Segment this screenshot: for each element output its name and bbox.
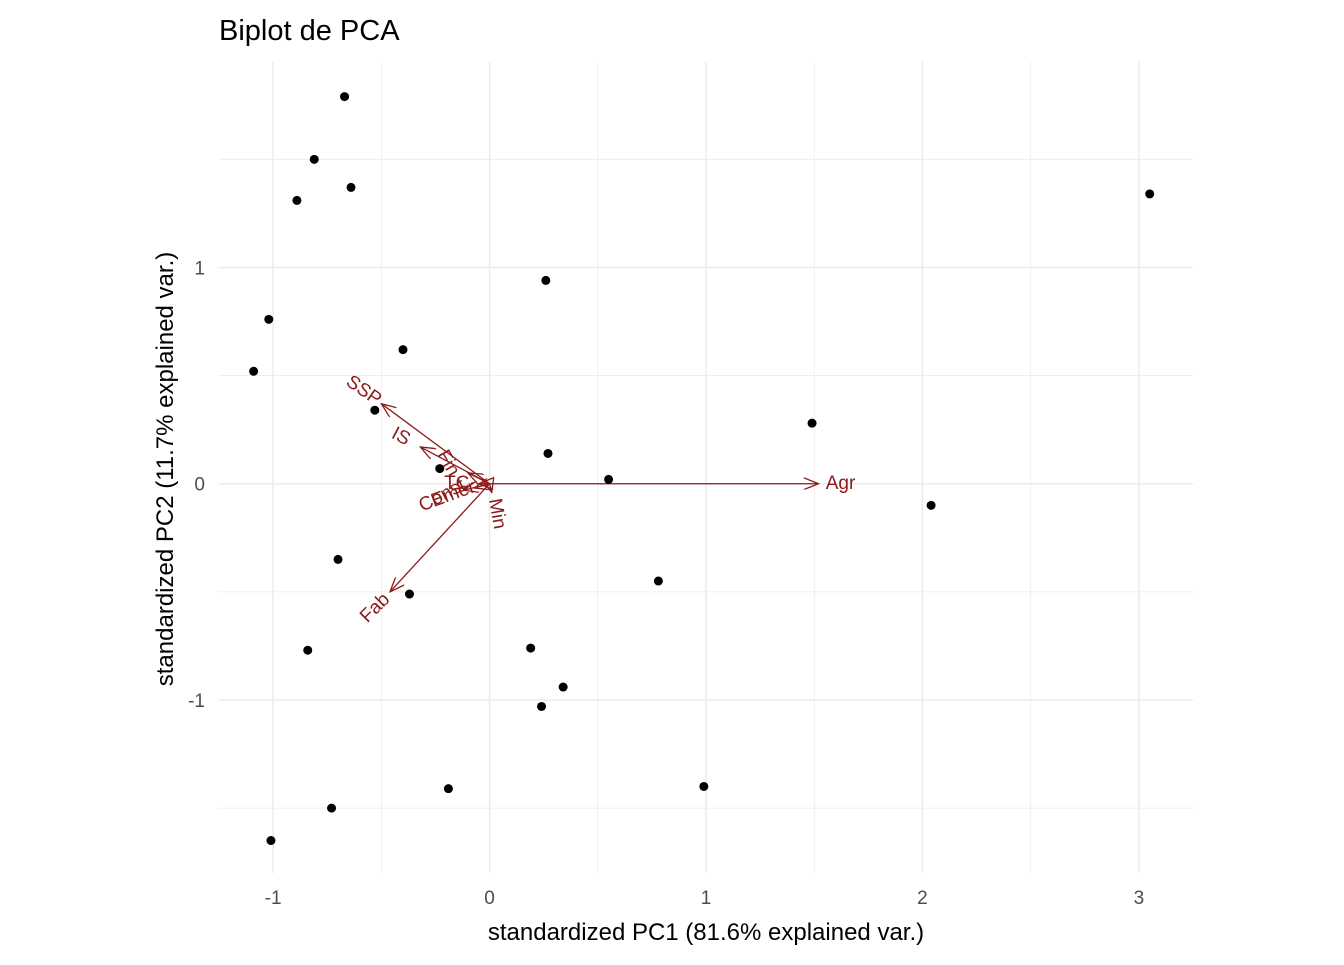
chart-title: Biplot de PCA — [219, 15, 400, 47]
data-point — [370, 405, 380, 415]
data-point — [292, 195, 302, 205]
data-point — [443, 784, 453, 794]
data-point — [537, 701, 547, 711]
loading-label: SSP — [342, 371, 385, 410]
data-point — [541, 275, 551, 285]
data-point — [1145, 189, 1155, 199]
x-tick-label: 1 — [701, 888, 712, 909]
data-point — [653, 576, 663, 586]
data-point — [264, 314, 274, 324]
data-point — [435, 464, 445, 474]
loading-arrow — [490, 484, 492, 493]
x-tick-label: 2 — [917, 888, 928, 909]
loading-label: Fab — [356, 589, 394, 627]
loading-label: IS — [388, 423, 414, 450]
data-point — [309, 154, 319, 164]
x-tick-label: -1 — [265, 888, 282, 909]
x-axis-title: standardized PC1 (81.6% explained var.) — [488, 919, 924, 946]
loading-label: Min — [484, 497, 510, 531]
axis-ticks: -1 0 1 2 3 -1 0 1 — [188, 258, 1144, 909]
data-point — [398, 345, 408, 355]
y-tick-label: 1 — [194, 258, 205, 279]
x-tick-label: 0 — [484, 888, 495, 909]
data-point — [807, 418, 817, 428]
data-point — [543, 448, 553, 458]
loading-arrows — [381, 404, 818, 592]
data-point — [558, 682, 568, 692]
data-point — [926, 500, 936, 510]
loading-arrow — [381, 404, 490, 485]
data-point — [604, 474, 614, 484]
loading-arrow — [390, 483, 491, 592]
data-point — [346, 182, 356, 192]
data-point — [404, 589, 414, 599]
data-points — [249, 92, 1155, 846]
data-point — [249, 366, 259, 376]
loading-label: Agr — [826, 473, 856, 494]
x-tick-label: 3 — [1134, 888, 1145, 909]
data-point — [303, 645, 313, 655]
y-tick-label: 0 — [194, 475, 205, 496]
data-point — [340, 92, 350, 102]
grid — [219, 62, 1193, 873]
data-point — [699, 781, 709, 791]
data-point — [327, 803, 337, 813]
data-point — [526, 643, 536, 653]
loading-label: TC — [444, 473, 469, 494]
data-point — [266, 836, 276, 846]
data-point — [333, 554, 343, 564]
y-axis-title: standardized PC2 (11.7% explained var.) — [152, 252, 179, 686]
y-tick-label: -1 — [188, 691, 205, 712]
